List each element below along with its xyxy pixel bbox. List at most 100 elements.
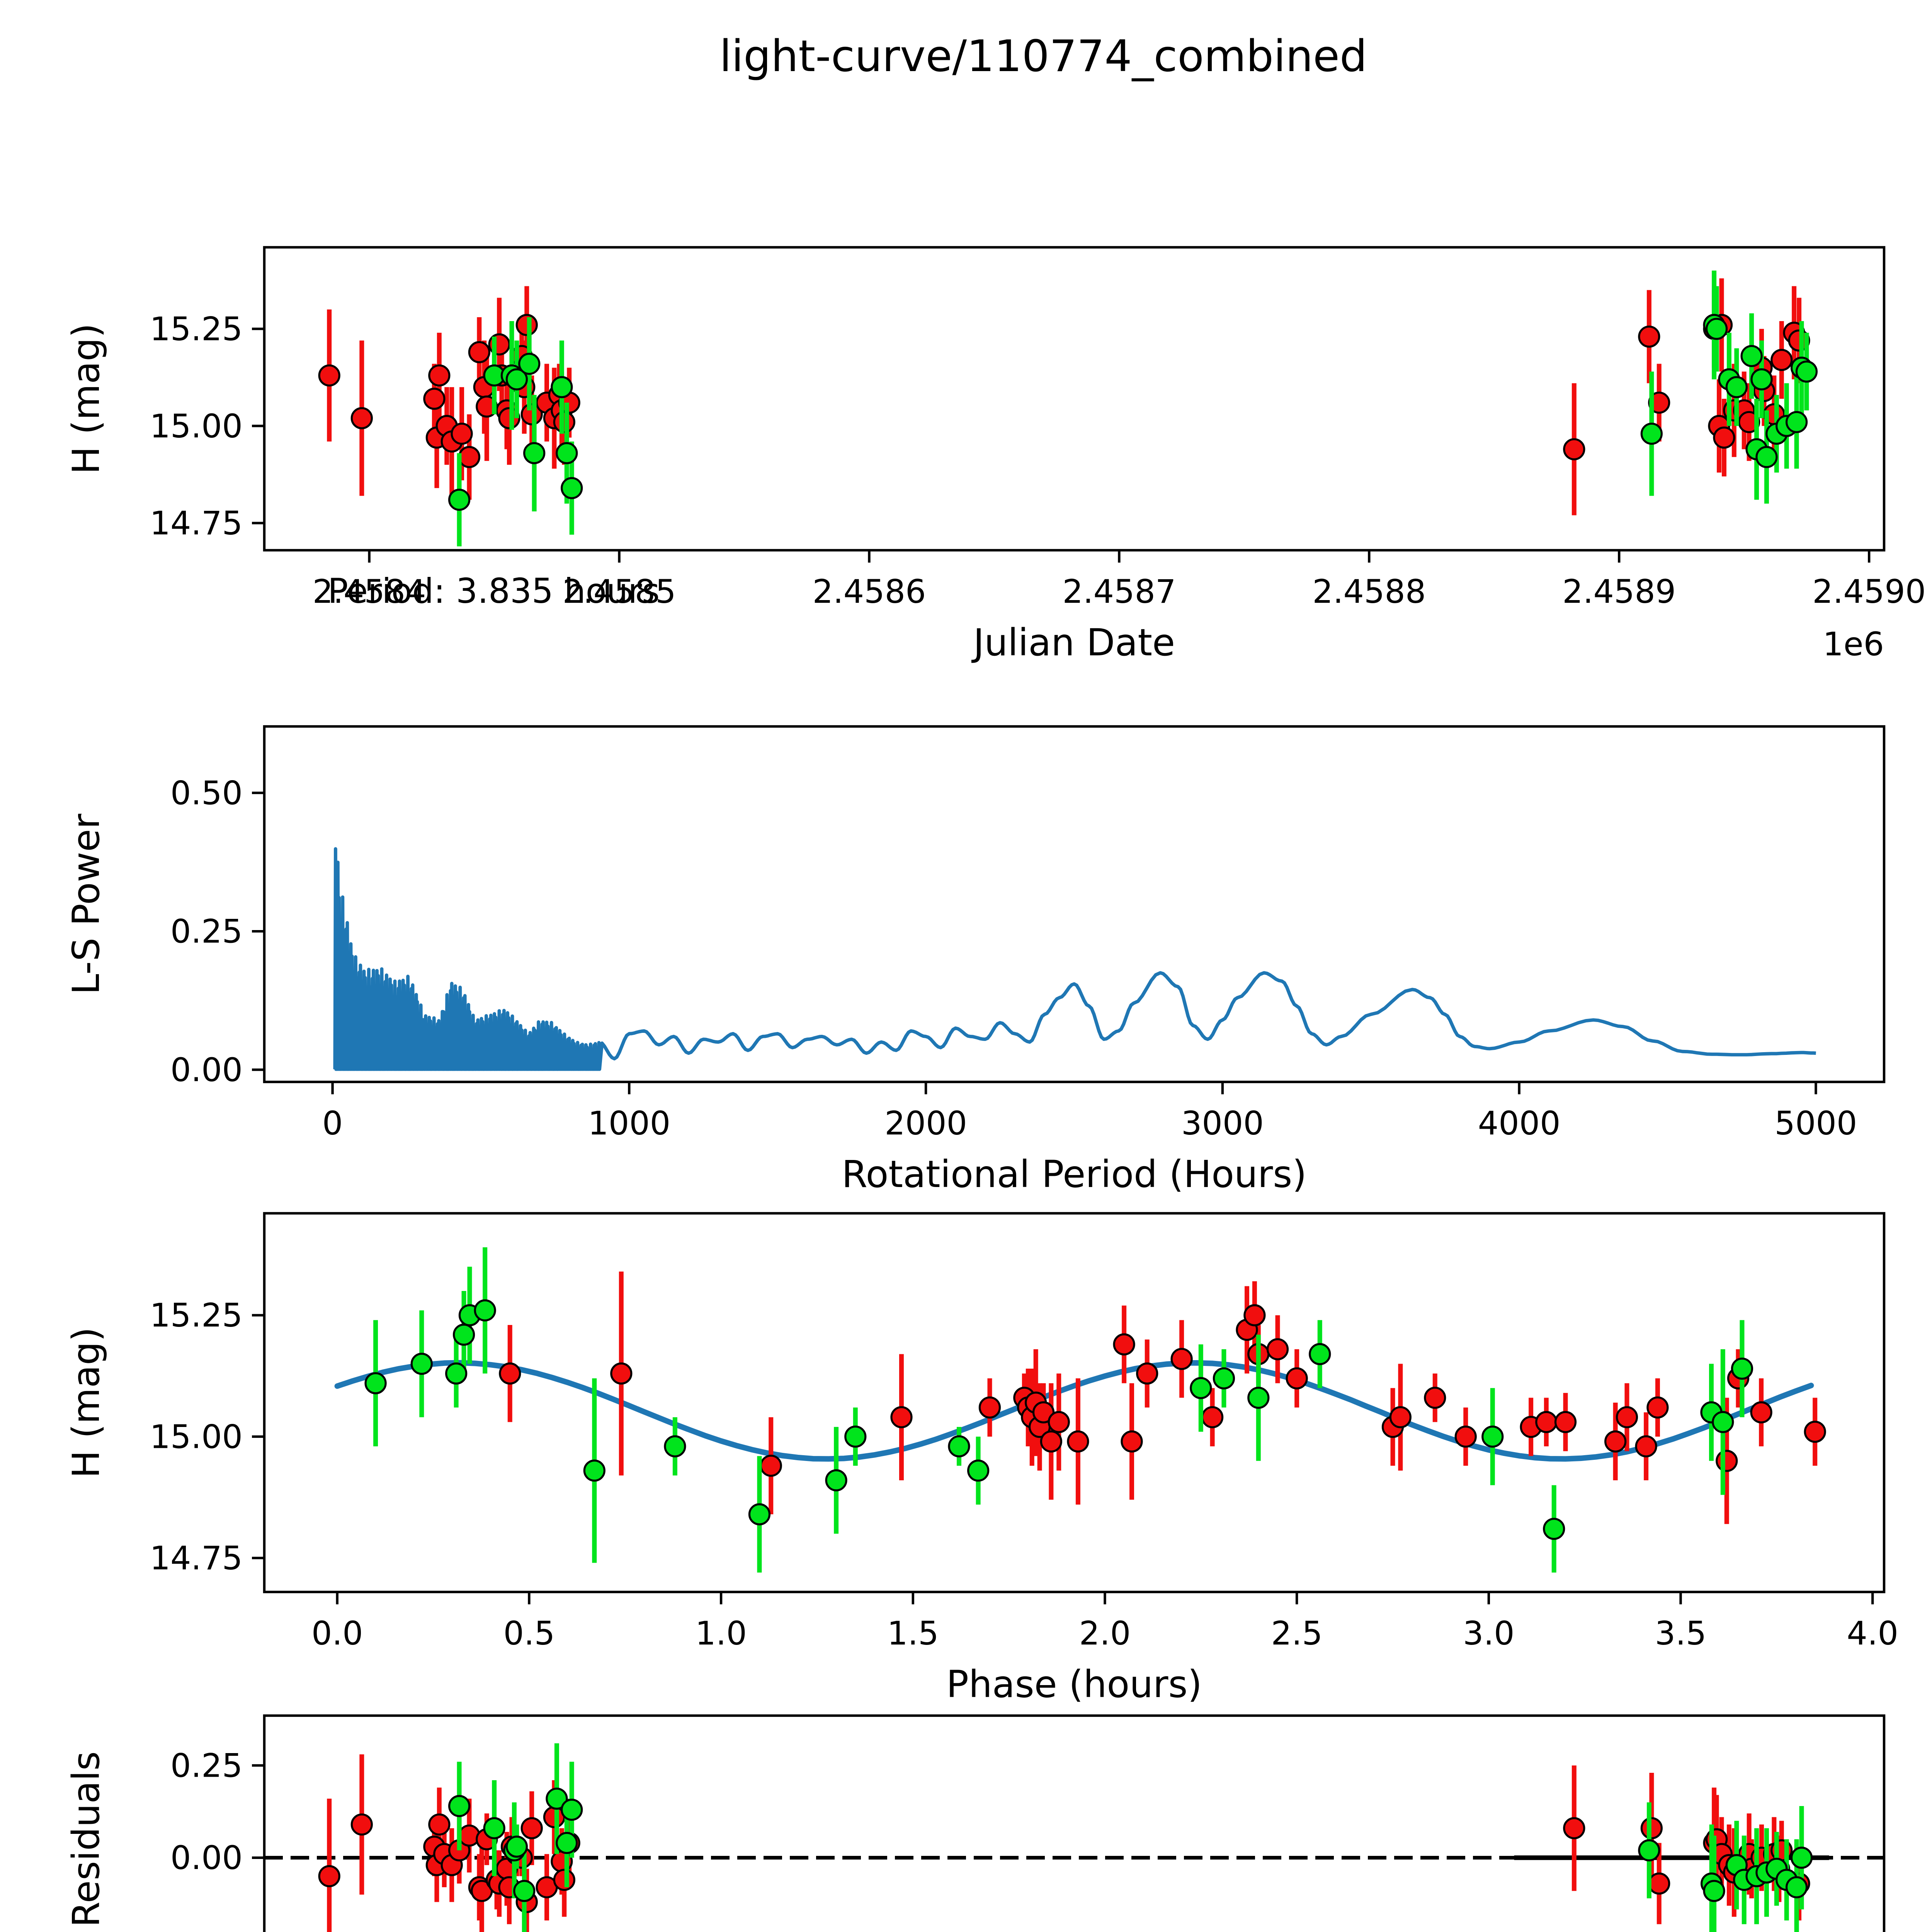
x-tick-label: 1.5 <box>887 1614 939 1652</box>
data-point-red <box>428 364 451 387</box>
data-point-green <box>483 1817 505 1839</box>
data-point-green <box>364 1372 387 1395</box>
data-point-green <box>948 1435 970 1458</box>
data-point-red <box>1286 1367 1308 1389</box>
data-point-green <box>1703 1880 1725 1902</box>
y-tick-label: 15.25 <box>150 310 243 348</box>
data-point-green <box>505 368 528 391</box>
data-point-red <box>1750 1401 1772 1423</box>
data-point-green <box>664 1435 686 1458</box>
data-point-red <box>1389 1406 1412 1429</box>
data-point-green <box>513 1880 536 1902</box>
data-point-red <box>978 1396 1001 1419</box>
data-point-green <box>452 1323 475 1346</box>
data-point-red <box>1243 1304 1266 1327</box>
data-point-red <box>1563 1817 1585 1839</box>
data-point-red <box>520 403 543 425</box>
x-tick-label: 3000 <box>1181 1104 1264 1142</box>
y-tick-label: 0.00 <box>170 1051 243 1089</box>
data-point-red <box>1136 1362 1158 1385</box>
data-point-green <box>1790 1847 1813 1869</box>
data-point-green <box>1638 1839 1660 1862</box>
x-tick-label: 1000 <box>588 1104 670 1142</box>
data-point-red <box>1804 1420 1826 1443</box>
data-point-red <box>1563 438 1585 461</box>
data-point-red <box>1535 1411 1558 1433</box>
data-point-green <box>1543 1518 1565 1540</box>
data-point-green <box>474 1299 496 1321</box>
axes-frame <box>263 1212 1886 1594</box>
data-point-green <box>448 1795 471 1817</box>
data-point-green <box>1213 1367 1235 1389</box>
y-axis-label: Residuals <box>65 1751 108 1927</box>
data-point-red <box>760 1454 782 1477</box>
data-point-red <box>499 1362 521 1385</box>
x-tick-label: 0.0 <box>311 1614 363 1652</box>
axes-frame <box>263 725 1886 1083</box>
data-point-green <box>1750 368 1773 391</box>
data-point-green <box>1785 411 1808 433</box>
data-point-red <box>1266 1338 1289 1361</box>
y-tick-label: 0.25 <box>170 1747 243 1784</box>
data-point-red <box>1113 1333 1135 1355</box>
data-point-red <box>1170 1348 1193 1370</box>
y-axis-label: H (mag) <box>65 323 108 474</box>
data-point-green <box>967 1459 990 1482</box>
x-tick-label: 4000 <box>1478 1104 1561 1142</box>
data-point-red <box>1424 1386 1446 1409</box>
data-point-green <box>551 376 573 398</box>
data-point-red <box>553 1869 575 1891</box>
data-point-red <box>1648 1872 1670 1895</box>
x-tick-label: 2.0 <box>1079 1614 1131 1652</box>
y-tick-label: 15.00 <box>150 1418 243 1456</box>
data-point-red <box>553 411 575 433</box>
x-offset-label: 1e6 <box>1823 625 1884 663</box>
green-observations-markers <box>448 314 1818 511</box>
data-point-green <box>1731 1357 1753 1380</box>
subplot-residuals: 2.45842.45852.45862.45872.45882.45892.45… <box>65 1714 1886 1932</box>
x-tick-label: 5000 <box>1775 1104 1857 1142</box>
data-point-green <box>1712 1411 1734 1433</box>
data-point-green <box>1755 446 1778 468</box>
y-tick-label: 0.50 <box>170 774 243 812</box>
data-point-red <box>1604 1430 1627 1453</box>
data-point-red <box>1454 1425 1477 1448</box>
data-point-red <box>1616 1406 1638 1429</box>
data-point-red <box>498 407 520 429</box>
y-tick-label: 15.00 <box>150 407 243 445</box>
x-axis-label: Julian Date <box>971 621 1175 664</box>
data-point-red <box>1640 1817 1663 1839</box>
data-point-green <box>1795 361 1818 383</box>
y-axis-label: L-S Power <box>65 813 108 995</box>
subplot-jd-lightcurve: 2.4584 2.4585 2.4586 2.4587 2.4588 2.4589 2.45… <box>65 246 1926 664</box>
x-tick-label: 2.4584 <box>313 573 426 611</box>
data-point-red <box>318 1865 340 1888</box>
data-point-red <box>1713 426 1735 449</box>
data-point-green <box>1740 345 1763 367</box>
data-point-green <box>546 1787 568 1810</box>
x-tick-label: 2.4587 <box>1062 573 1176 611</box>
data-point-green <box>748 1503 771 1526</box>
data-point-red <box>468 341 490 363</box>
x-tick-label: 2.4590 <box>1812 573 1926 611</box>
data-point-red <box>515 314 538 336</box>
data-point-red <box>1770 349 1793 371</box>
y-tick-label: 15.25 <box>150 1296 243 1334</box>
y-tick-label: −0.25 <box>143 1931 243 1932</box>
data-point-red <box>1638 325 1660 348</box>
data-point-green <box>505 1835 528 1858</box>
data-point-red <box>1648 391 1670 414</box>
x-tick-label: 2.4588 <box>1312 573 1426 611</box>
data-point-red <box>428 1813 451 1836</box>
data-point-green <box>1247 1386 1270 1409</box>
data-point-green <box>583 1459 605 1482</box>
x-tick-label: 2.5 <box>1271 1614 1323 1652</box>
x-axis-label: Rotational Period (Hours) <box>842 1153 1307 1196</box>
x-tick-label: 2000 <box>884 1104 967 1142</box>
figure-title: light-curve/110774_combined <box>719 31 1367 82</box>
data-point-green <box>523 442 546 464</box>
x-tick-label: 4.0 <box>1847 1614 1898 1652</box>
data-point-green <box>1190 1377 1212 1399</box>
